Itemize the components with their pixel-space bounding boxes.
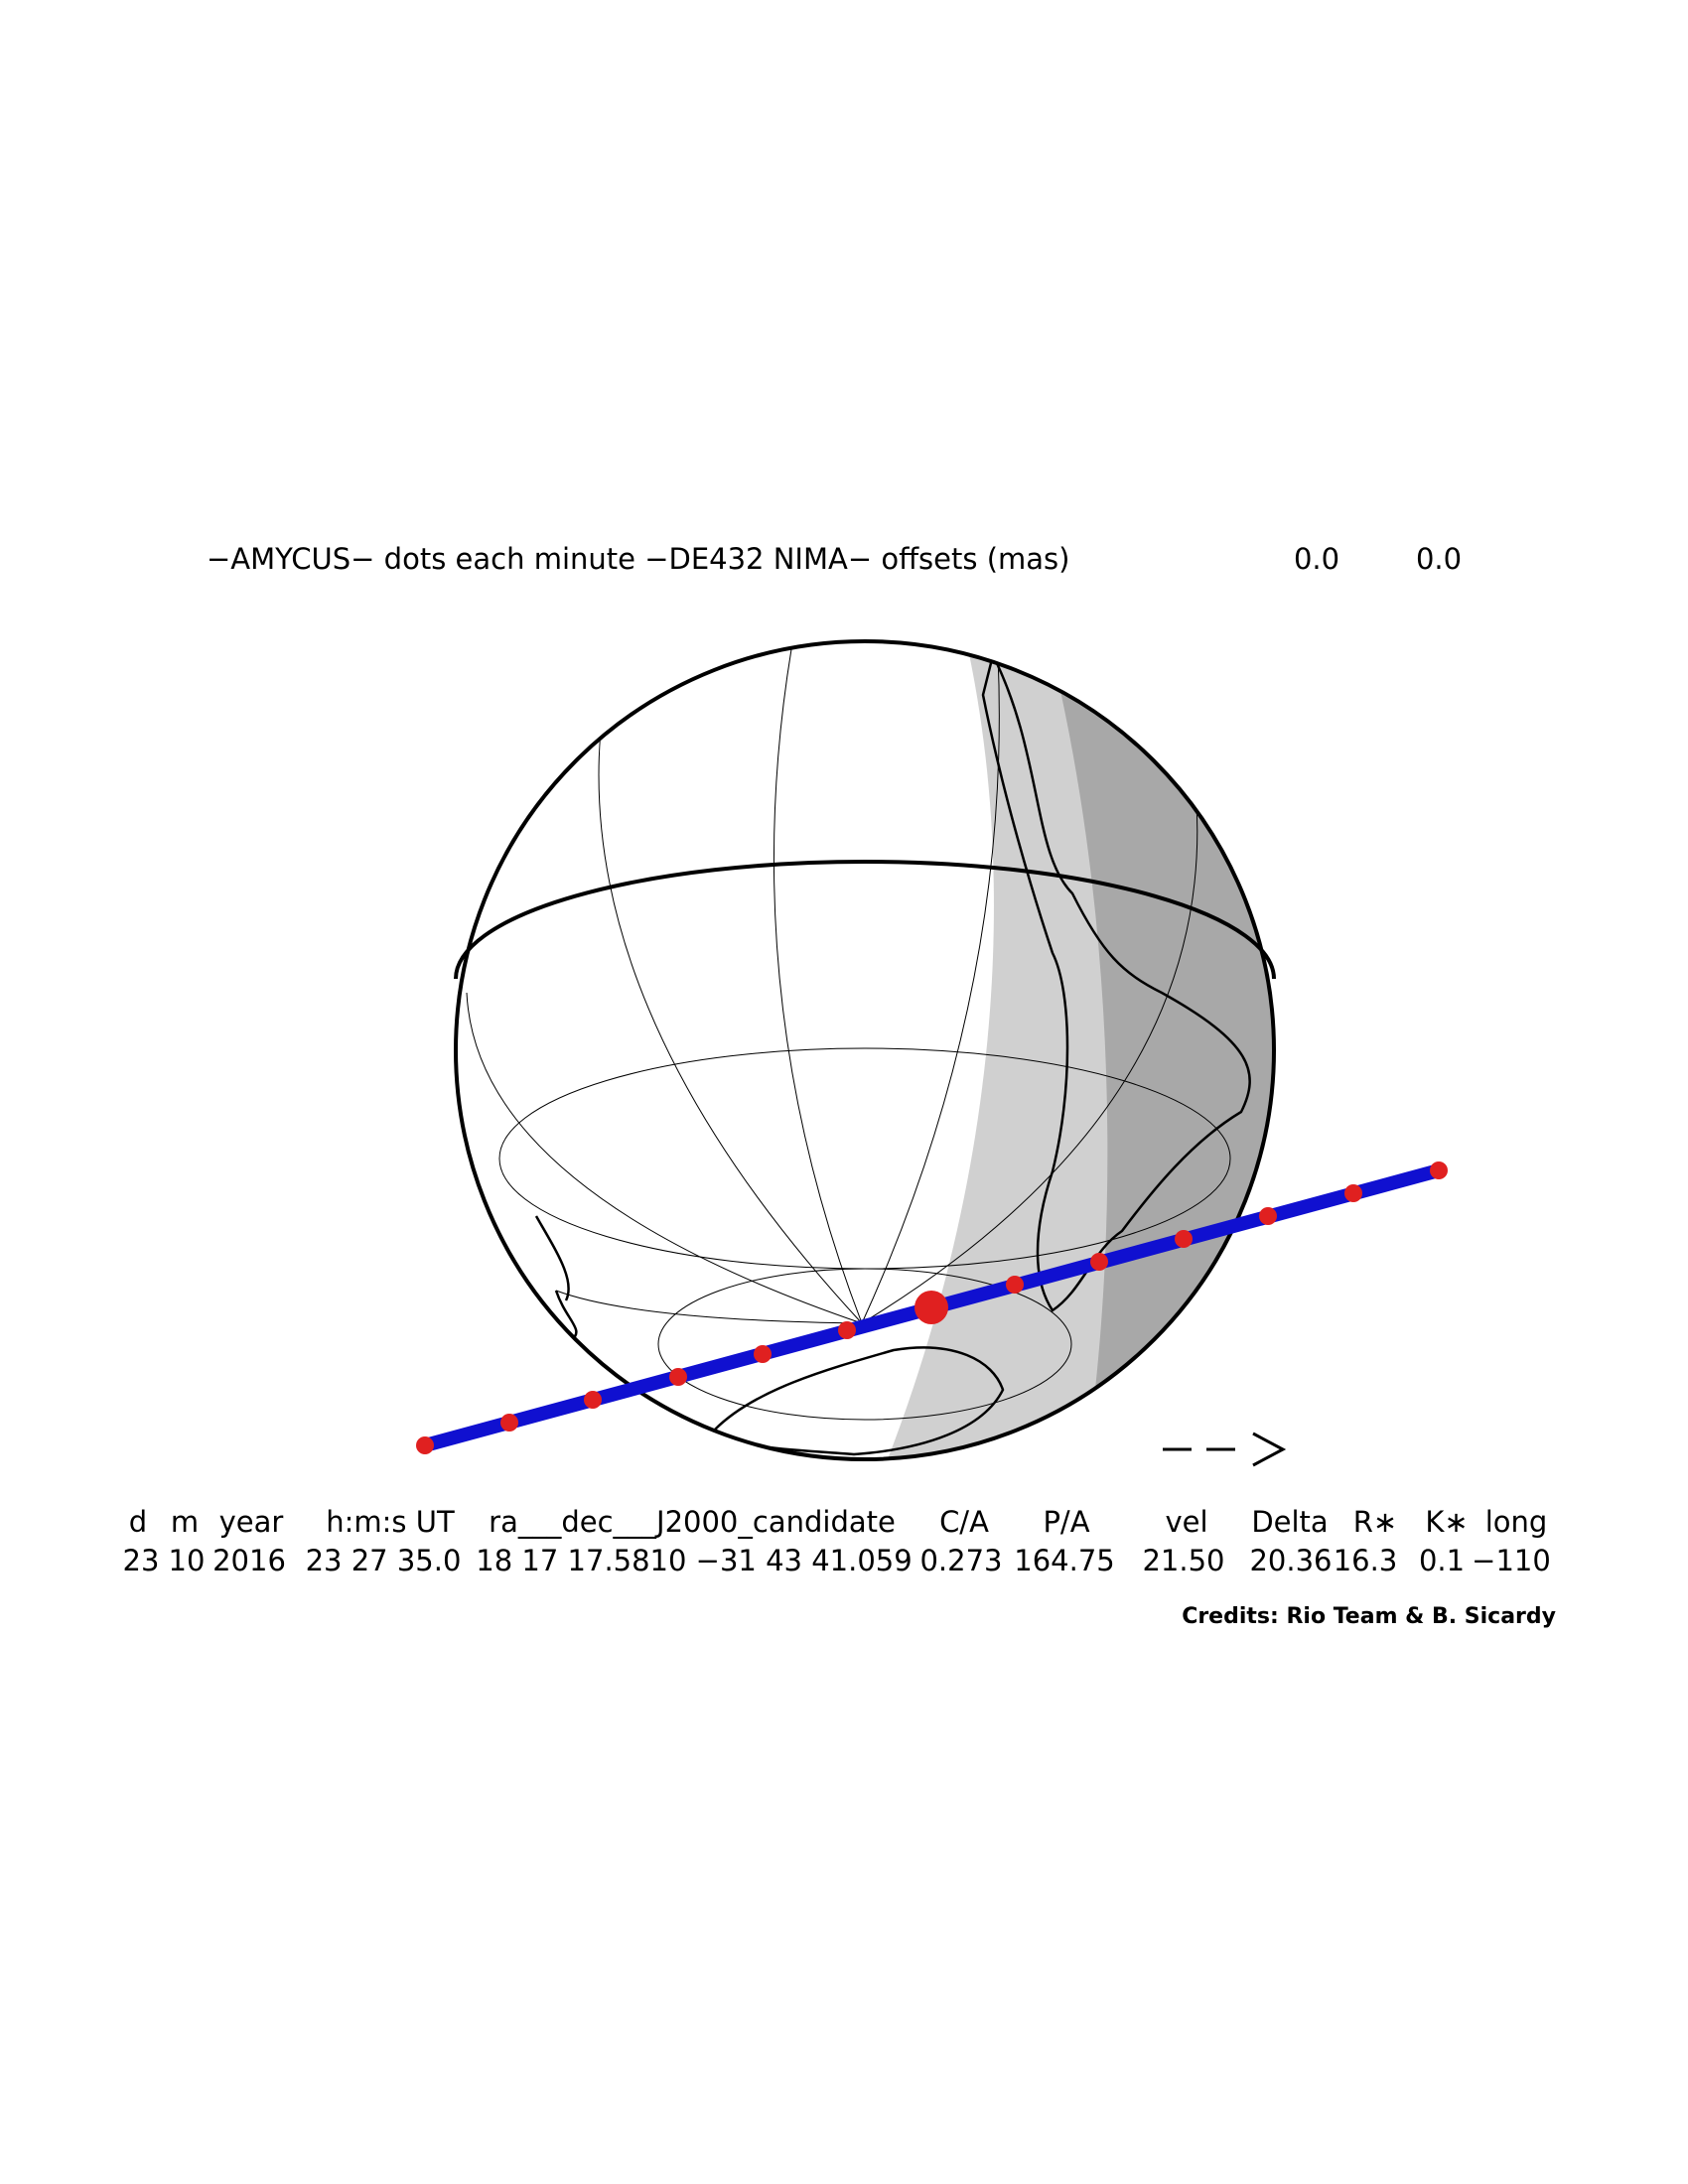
column-value: 164.75: [1014, 1544, 1114, 1577]
shadow-path: [416, 1161, 1448, 1454]
column-header: P/A: [1043, 1505, 1089, 1539]
column-value: 2016: [212, 1544, 286, 1577]
column-header: K∗: [1425, 1505, 1468, 1539]
offset: 0.0: [1416, 542, 1462, 576]
globe: [454, 639, 1276, 1461]
info-table: d m year h:m:s UT ra___dec___J2000_candidate…: [123, 1505, 1551, 1577]
column-header: C/A: [939, 1505, 989, 1539]
column-value: 0.273: [919, 1544, 1002, 1577]
title: −AMYCUS− dots each minute −DE432 NIMA− o…: [207, 542, 1069, 576]
column-value: 10: [169, 1544, 206, 1577]
column-header: Delta: [1251, 1505, 1328, 1539]
column-value: 16.3: [1334, 1544, 1398, 1577]
credits: Credits: Rio Team & B. Sicardy: [1182, 1604, 1556, 1629]
column-header: R∗: [1353, 1505, 1397, 1539]
column-header: d: [129, 1505, 147, 1539]
column-value: 20.36: [1249, 1544, 1332, 1577]
column-value: 23 27 35.0: [306, 1544, 462, 1577]
column-header: year: [219, 1505, 284, 1539]
column-header: vel: [1165, 1505, 1207, 1539]
offset: 0.0: [1294, 542, 1339, 576]
column-value: −110: [1472, 1544, 1551, 1577]
direction-arrow: [1163, 1432, 1287, 1467]
column-header: ra___dec___J2000_candidate: [489, 1505, 896, 1539]
column-value: 0.1: [1419, 1544, 1465, 1577]
column-value: 21.50: [1142, 1544, 1224, 1577]
column-value: 18 17 17.5810 −31 43 41.059: [476, 1544, 912, 1577]
column-header: h:m:s UT: [326, 1505, 455, 1539]
column-value: 23: [123, 1544, 160, 1577]
column-header: m: [171, 1505, 199, 1539]
column-header: long: [1485, 1505, 1548, 1539]
